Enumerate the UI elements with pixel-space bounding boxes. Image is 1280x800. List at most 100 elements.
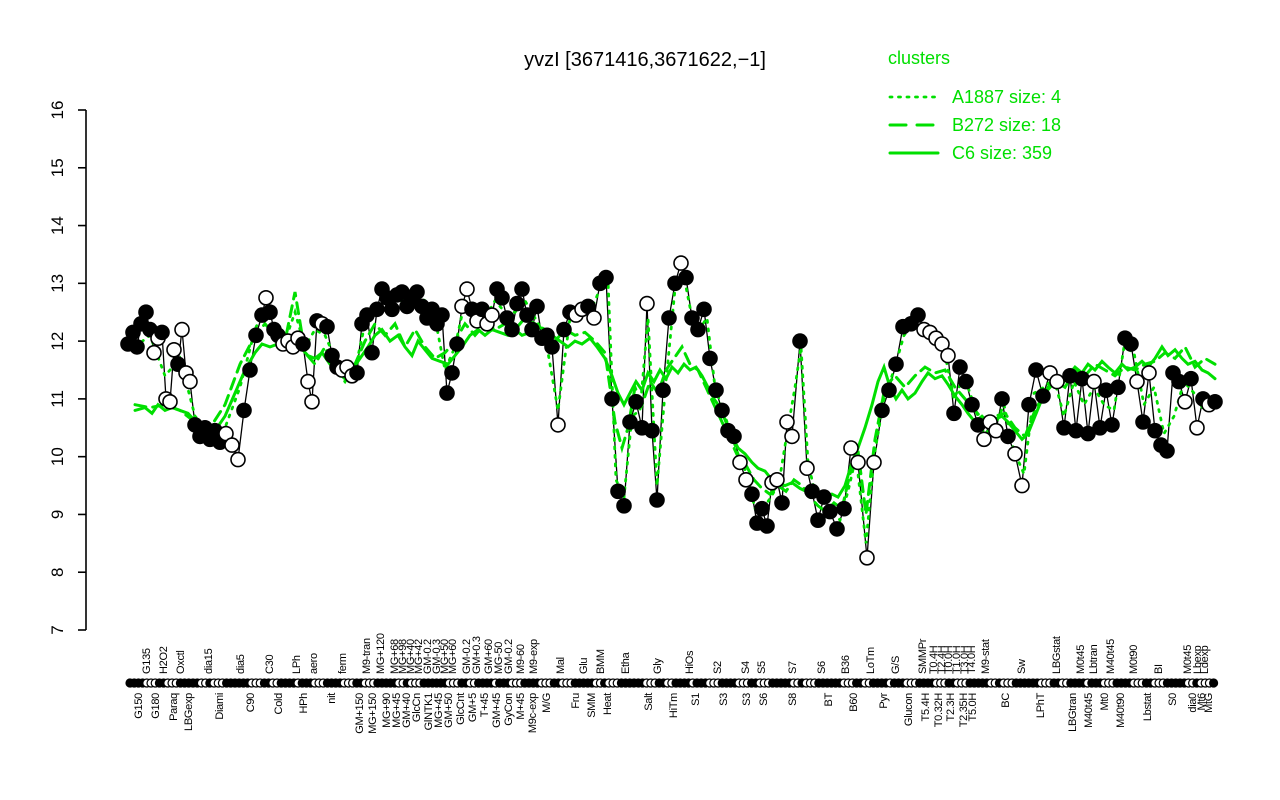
data-point-filled	[994, 391, 1010, 407]
condition-label-bottom: C90	[245, 693, 257, 712]
data-point-filled	[888, 356, 904, 373]
condition-label-top: T0.4H	[928, 645, 940, 674]
condition-label-bottom: MG+90	[381, 693, 393, 728]
expression-markers	[120, 255, 1223, 566]
condition-label-bottom: LPhT	[1035, 692, 1047, 718]
data-point-open	[1014, 477, 1030, 494]
data-point-filled	[1028, 362, 1044, 378]
condition-label-bottom: dia0	[1187, 693, 1199, 713]
condition-label-top: T0.0H	[943, 645, 955, 674]
condition-label-top: dia15	[203, 648, 215, 674]
condition-label-bottom: Cold	[273, 693, 285, 715]
condition-label-bottom: M40t45	[1083, 693, 1095, 728]
data-point-filled	[759, 518, 775, 534]
condition-label-bottom: M/G	[541, 693, 553, 713]
condition-label-top: S5	[756, 661, 768, 674]
data-point-filled	[319, 318, 335, 335]
condition-label-top: SMMPr	[917, 638, 929, 674]
y-tick-label: 9	[48, 510, 67, 519]
condition-label-bottom: BT	[823, 692, 835, 706]
condition-label-bottom: S8	[787, 693, 799, 706]
data-point-filled	[910, 307, 926, 323]
data-point-filled	[1110, 379, 1126, 396]
condition-label-bottom: MG+45	[433, 693, 445, 728]
condition-label-bottom: T5.0H	[967, 693, 979, 722]
data-point-filled	[504, 321, 520, 338]
condition-label-top: Lbtran	[1088, 644, 1100, 674]
data-point-filled	[544, 339, 560, 355]
data-point-filled	[236, 402, 252, 419]
data-point-filled	[1123, 336, 1139, 352]
condition-label-bottom: S1	[690, 693, 702, 706]
data-point-open	[769, 471, 785, 488]
data-point-filled	[154, 324, 170, 341]
condition-label-bottom: Glucon	[903, 693, 915, 726]
condition-label-bottom: T2.35H	[958, 693, 970, 728]
condition-label-bottom: T5.4H	[920, 693, 932, 722]
data-point-filled	[644, 422, 660, 439]
condition-label-top: M0t90	[1128, 645, 1140, 674]
condition-label-top: MG+68	[389, 639, 401, 674]
condition-label-bottom: S6	[758, 693, 770, 706]
condition-label-top: H2O2	[158, 646, 170, 674]
cluster-line-dashed	[133, 291, 1217, 515]
condition-label-top: M0t45	[1075, 645, 1087, 674]
condition-label-top: aero	[308, 653, 320, 674]
condition-label-top: BI	[1153, 664, 1165, 674]
data-point-open	[182, 373, 198, 390]
condition-label-top: C30	[264, 655, 276, 674]
condition-label-bottom: G150	[133, 693, 145, 719]
legend-entry-c6: C6 size: 359	[952, 143, 1052, 163]
y-tick-label: 15	[48, 158, 67, 177]
legend-entry-b272: B272 size: 18	[952, 115, 1061, 135]
data-point-filled	[702, 350, 718, 367]
data-point-open	[1129, 373, 1145, 390]
data-point-filled	[598, 269, 614, 286]
data-point-open	[1189, 419, 1205, 436]
condition-label-top: MG+50	[439, 639, 451, 674]
data-point-filled	[958, 373, 974, 390]
strip-dot-filled	[1208, 678, 1219, 688]
condition-label-bottom: GM+45	[491, 693, 503, 728]
data-point-open	[484, 307, 500, 323]
condition-label-top: GM-0.2	[422, 639, 434, 674]
condition-label-top: ferm	[337, 653, 349, 674]
data-point-open	[166, 341, 182, 358]
data-point-open	[230, 451, 246, 468]
data-point-filled	[714, 402, 730, 419]
data-point-filled	[610, 483, 626, 500]
data-point-filled	[628, 393, 644, 410]
condition-label-bottom: GlcCn	[411, 693, 423, 722]
condition-label-top: T2.4H	[936, 645, 948, 674]
data-point-filled	[138, 304, 154, 321]
condition-label-bottom: HPh	[298, 693, 310, 714]
condition-label-bottom: HiTm	[668, 693, 680, 718]
y-tick-label: 13	[48, 274, 67, 293]
condition-label-top: GM-0.2	[503, 639, 515, 674]
data-point-filled	[295, 336, 311, 352]
data-point-open	[799, 460, 815, 477]
condition-label-top: G/S	[890, 656, 902, 674]
condition-label-bottom: M40t90	[1115, 693, 1127, 728]
data-point-open	[174, 321, 190, 338]
condition-label-top: M0t45	[1182, 645, 1194, 674]
condition-label-top: Lbexp	[1192, 645, 1204, 674]
condition-label-bottom: G180	[150, 693, 162, 719]
data-point-open	[224, 437, 240, 453]
y-tick-label: 7	[48, 625, 67, 634]
condition-label-bottom: LBGtran	[1067, 693, 1079, 732]
data-point-filled	[449, 336, 465, 352]
condition-label-bottom: T2.3H	[945, 693, 957, 722]
condition-label-top: Mal	[555, 657, 567, 674]
data-point-filled	[444, 365, 460, 381]
data-point-filled	[816, 489, 832, 505]
data-point-open	[300, 373, 316, 390]
condition-label-top: MG+98	[397, 639, 409, 674]
condition-label-top: S4	[740, 661, 752, 674]
data-point-filled	[649, 492, 665, 508]
condition-label-top: BMM	[595, 649, 607, 674]
data-point-filled	[810, 512, 826, 529]
condition-label-top: MG+60	[447, 639, 459, 674]
condition-label-top: HiOs	[684, 650, 696, 674]
